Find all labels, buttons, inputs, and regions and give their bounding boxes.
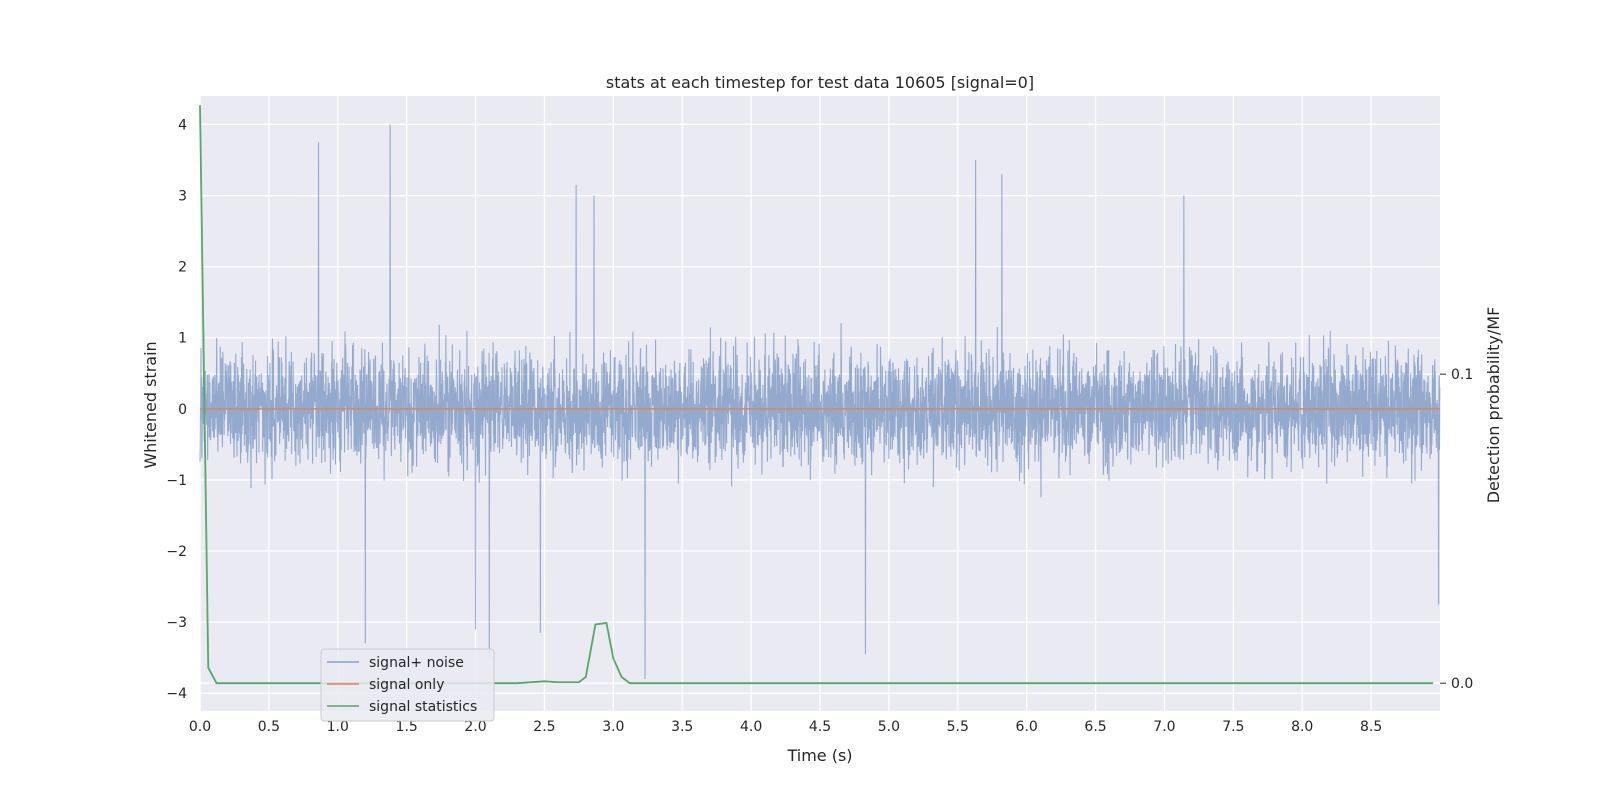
x-tick-label: 2.5 xyxy=(533,719,555,735)
y-tick-label: 4 xyxy=(178,117,187,133)
x-tick-label: 2.0 xyxy=(464,719,486,735)
x-tick-label: 8.0 xyxy=(1291,719,1313,735)
y2-tick-label: 0.0 xyxy=(1451,676,1473,692)
x-tick-label: 5.5 xyxy=(947,719,969,735)
y-axis-label: Whitened strain xyxy=(141,341,160,468)
x-axis-label: Time (s) xyxy=(786,746,852,765)
legend-label-signal: signal only xyxy=(369,677,444,693)
legend-label-statistics: signal statistics xyxy=(369,699,477,715)
y-tick-label: 1 xyxy=(178,331,187,347)
y2-tick-label: 0.1 xyxy=(1451,367,1473,383)
x-tick-label: 4.0 xyxy=(740,719,762,735)
x-tick-label: 7.5 xyxy=(1222,719,1244,735)
y-tick-label: 3 xyxy=(178,189,187,205)
line-series xyxy=(199,105,1440,685)
y-tick-label: −2 xyxy=(166,544,187,560)
y-tick-label: −3 xyxy=(166,615,187,631)
x-tick-label: 1.0 xyxy=(327,719,349,735)
legend: signal+ noise signal only signal statist… xyxy=(320,648,495,722)
x-tick-label: 5.0 xyxy=(878,719,900,735)
tick-labels: 0.0 0.5 1.0 1.5 2.0 2.5 3.0 3.5 4.0 4.5 5.0 5.5 6.0 6… xyxy=(166,117,1473,735)
y-tick-label: 0 xyxy=(178,402,187,418)
legend-box xyxy=(320,648,495,722)
x-tick-label: 8.5 xyxy=(1360,719,1382,735)
y-tick-label: 2 xyxy=(178,260,187,276)
x-tick-label: 3.5 xyxy=(671,719,693,735)
y-tick-label: −4 xyxy=(166,686,187,702)
x-tick-label: 4.5 xyxy=(809,719,831,735)
chart-title: stats at each timestep for test data 106… xyxy=(606,73,1034,92)
x-tick-label: 6.0 xyxy=(1016,719,1038,735)
signal-statistics-line xyxy=(199,105,1434,685)
y-tick-label: −1 xyxy=(166,473,187,489)
x-tick-label: 7.0 xyxy=(1153,719,1175,735)
x-tick-label: 1.5 xyxy=(396,719,418,735)
legend-label-noise: signal+ noise xyxy=(369,655,464,671)
x-tick-label: 0.0 xyxy=(189,719,211,735)
x-tick-label: 6.5 xyxy=(1084,719,1106,735)
x-tick-label: 3.0 xyxy=(602,719,624,735)
x-tick-label: 0.5 xyxy=(258,719,280,735)
y2-axis-label: Detection probability/MF xyxy=(1484,307,1503,504)
